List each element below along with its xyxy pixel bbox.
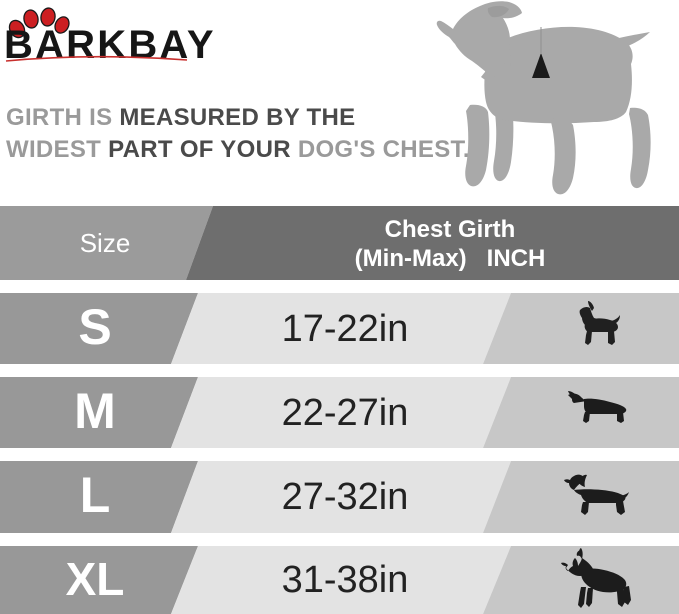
svg-text:XL: XL bbox=[66, 553, 125, 605]
svg-text:M: M bbox=[74, 383, 116, 439]
svg-text:L: L bbox=[80, 467, 111, 523]
svg-text:BARKBAY: BARKBAY bbox=[4, 23, 216, 64]
svg-text:31-38in: 31-38in bbox=[282, 559, 409, 601]
svg-text:S: S bbox=[78, 299, 111, 355]
svg-text:27-32in: 27-32in bbox=[282, 476, 409, 518]
svg-text:17-22in: 17-22in bbox=[282, 308, 409, 350]
svg-text:Size: Size bbox=[80, 228, 131, 258]
svg-text:Chest Girth: Chest Girth bbox=[385, 216, 516, 243]
svg-text:22-27in: 22-27in bbox=[282, 392, 409, 434]
svg-text:(Min-Max) INCH: (Min-Max) INCH bbox=[355, 245, 546, 272]
